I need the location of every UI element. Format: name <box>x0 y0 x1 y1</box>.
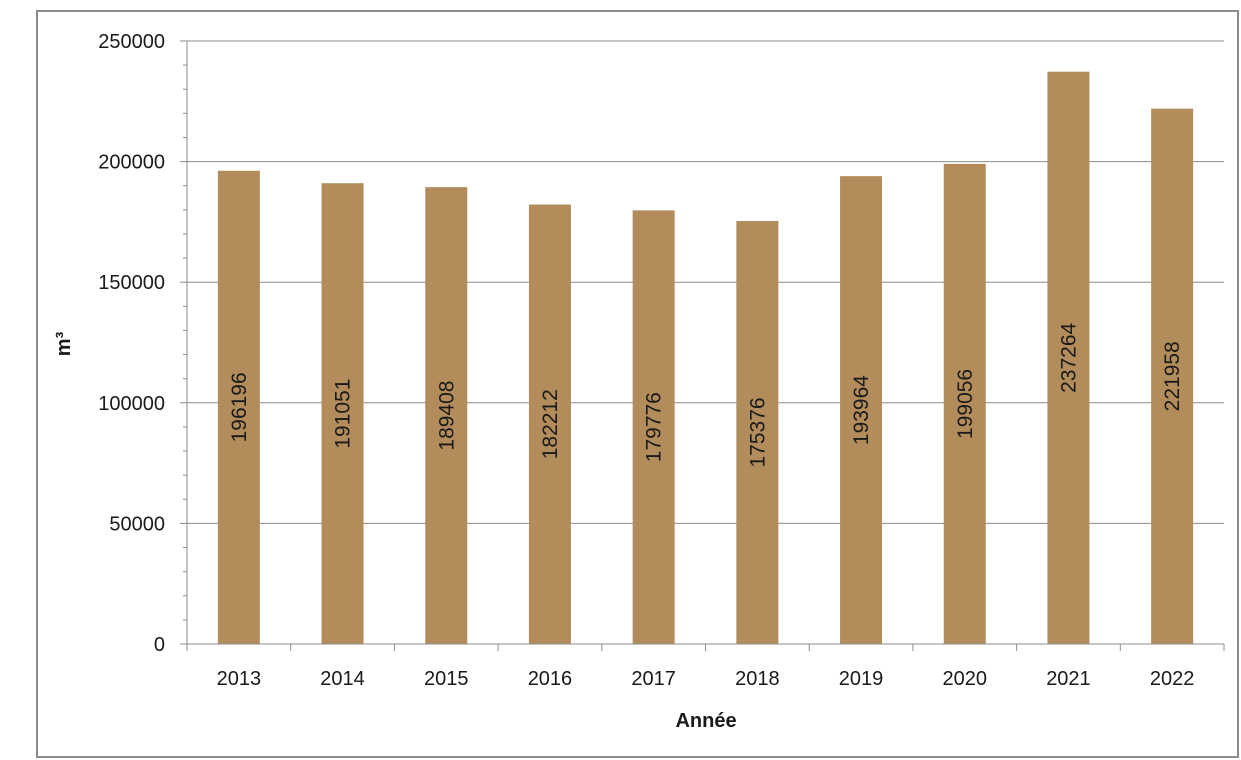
bar <box>943 163 986 644</box>
data-labels: 196196 191051 189408 182212 179776 175376 1939… <box>228 323 1184 468</box>
y-tick-label: 50000 <box>109 513 165 535</box>
x-tick-labels: 2013 2014 2015 2016 2017 2018 2019 2020 2021 2022 <box>217 668 1195 690</box>
bar <box>425 187 468 645</box>
bar <box>1047 71 1090 644</box>
bars-group <box>217 71 1194 645</box>
data-label: 179776 <box>643 392 666 462</box>
y-tick-label: 200000 <box>98 152 165 174</box>
axes-group <box>180 40 1225 651</box>
x-tick-label: 2019 <box>839 668 884 690</box>
data-label: 193964 <box>850 375 873 445</box>
data-label: 199056 <box>954 369 977 439</box>
x-axis-title: Année <box>675 710 736 732</box>
x-tick-label: 2022 <box>1150 668 1195 690</box>
bar <box>632 210 675 644</box>
x-tick-label: 2015 <box>424 668 469 690</box>
y-axis-title: m³ <box>53 331 75 356</box>
x-tick-label: 2020 <box>943 668 988 690</box>
y-tick-labels: 0 50000 100000 150000 200000 250000 <box>98 31 165 656</box>
data-label: 191051 <box>332 379 355 449</box>
y-tick-label: 250000 <box>98 31 165 53</box>
x-tick-label: 2018 <box>735 668 780 690</box>
bar <box>217 170 260 644</box>
x-tick-label: 2016 <box>528 668 573 690</box>
bar <box>321 183 364 644</box>
bar <box>528 204 571 645</box>
x-tick-label: 2014 <box>320 668 365 690</box>
bar <box>736 220 779 644</box>
bar <box>840 176 883 645</box>
x-tick-label: 2021 <box>1046 668 1091 690</box>
data-label: 189408 <box>435 381 458 451</box>
x-tick-label: 2017 <box>631 668 676 690</box>
data-label: 221958 <box>1161 341 1184 411</box>
data-label: 237264 <box>1057 323 1080 393</box>
y-tick-label: 150000 <box>98 272 165 294</box>
data-label: 175376 <box>746 397 769 467</box>
x-tick-label: 2013 <box>217 668 262 690</box>
y-tick-label: 100000 <box>98 393 165 415</box>
data-label: 182212 <box>539 389 562 459</box>
y-tick-label: 0 <box>154 634 165 656</box>
bar <box>1151 108 1194 644</box>
data-label: 196196 <box>228 372 251 442</box>
